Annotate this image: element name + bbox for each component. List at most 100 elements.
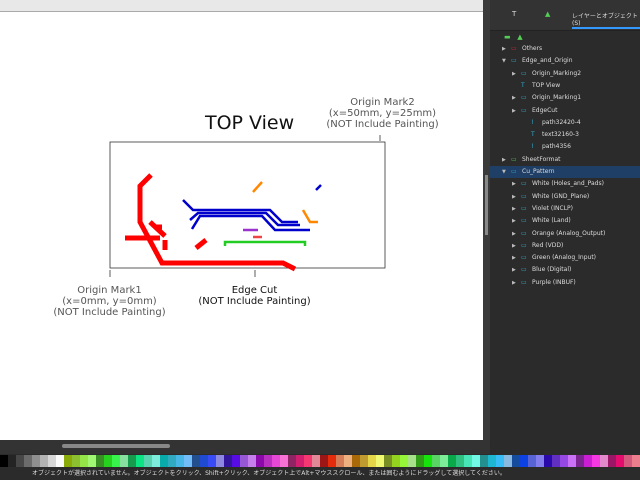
swatch[interactable]: [552, 455, 560, 467]
scrollbar[interactable]: [0, 440, 490, 454]
swatch[interactable]: [168, 455, 176, 467]
swatch[interactable]: [384, 455, 392, 467]
swatch[interactable]: [248, 455, 256, 467]
swatch[interactable]: [144, 455, 152, 467]
scrollbar[interactable]: [483, 0, 490, 440]
tree-row[interactable]: ▶ ▭ White (Land): [490, 215, 640, 227]
swatch[interactable]: [320, 455, 328, 467]
tree-row[interactable]: ▼ ▭ Cu_Pattern: [490, 166, 640, 178]
canvas[interactable]: TOP View Origin Mark2 (x=50mm, y=25mm) (NO…: [0, 0, 483, 440]
swatch[interactable]: [264, 455, 272, 467]
swatch[interactable]: [40, 455, 48, 467]
swatch[interactable]: [456, 455, 464, 467]
tree-row[interactable]: ▶ ▭ Orange (Analog_Output): [490, 228, 640, 240]
swatch[interactable]: [488, 455, 496, 467]
swatch[interactable]: [96, 455, 104, 467]
tree-row[interactable]: ▶ ▭ Others: [490, 43, 640, 55]
tree-row[interactable]: ▶ ▭ SheetFormat: [490, 154, 640, 166]
swatch[interactable]: [560, 455, 568, 467]
tree-row[interactable]: T TOP View: [490, 80, 640, 92]
swatch[interactable]: [88, 455, 96, 467]
tree-row[interactable]: ⌇ path4356: [490, 141, 640, 153]
swatch[interactable]: [472, 455, 480, 467]
swatch[interactable]: [160, 455, 168, 467]
swatch[interactable]: [240, 455, 248, 467]
swatch[interactable]: [432, 455, 440, 467]
swatch[interactable]: [200, 455, 208, 467]
swatch[interactable]: [496, 455, 504, 467]
swatch[interactable]: [568, 455, 576, 467]
swatch[interactable]: [536, 455, 544, 467]
swatch[interactable]: [416, 455, 424, 467]
swatch[interactable]: [448, 455, 456, 467]
tree-row[interactable]: ▶ ▭ Origin_Marking2: [490, 68, 640, 80]
swatch[interactable]: [328, 455, 336, 467]
swatch[interactable]: [352, 455, 360, 467]
swatch[interactable]: [256, 455, 264, 467]
swatch[interactable]: [528, 455, 536, 467]
swatch[interactable]: [152, 455, 160, 467]
swatch[interactable]: [392, 455, 400, 467]
swatch[interactable]: [72, 455, 80, 467]
tree-row[interactable]: ▶ ▭ White (GND_Plane): [490, 191, 640, 203]
swatch[interactable]: [0, 455, 8, 467]
swatch[interactable]: [32, 455, 40, 467]
tree-row[interactable]: ▶ ▭ Blue (Digital): [490, 264, 640, 276]
swatch[interactable]: [128, 455, 136, 467]
swatch[interactable]: [216, 455, 224, 467]
swatch[interactable]: [104, 455, 112, 467]
toolbar[interactable]: ▬ ▲: [504, 33, 523, 41]
tab[interactable]: レイヤーとオブジェクト(S): [572, 11, 640, 29]
swatch[interactable]: [176, 455, 184, 467]
swatch[interactable]: [56, 455, 64, 467]
swatch[interactable]: [64, 455, 72, 467]
swatch[interactable]: [208, 455, 216, 467]
tree-row[interactable]: ▶ ▭ Origin_Marking1: [490, 92, 640, 104]
swatch[interactable]: [8, 455, 16, 467]
tree-row[interactable]: ▶ ▭ Red (VDD): [490, 240, 640, 252]
tree-row[interactable]: ▶ ▭ Violet (INCLP): [490, 203, 640, 215]
swatch[interactable]: [544, 455, 552, 467]
swatch[interactable]: [624, 455, 632, 467]
swatch[interactable]: [608, 455, 616, 467]
swatch[interactable]: [24, 455, 32, 467]
swatch[interactable]: [424, 455, 432, 467]
swatch[interactable]: [576, 455, 584, 467]
swatch[interactable]: [480, 455, 488, 467]
swatch[interactable]: [632, 455, 640, 467]
tree-row[interactable]: ▶ ▭ Purple (INBUF): [490, 277, 640, 289]
swatch[interactable]: [512, 455, 520, 467]
swatch[interactable]: [504, 455, 512, 467]
swatch[interactable]: [120, 455, 128, 467]
swatch[interactable]: [584, 455, 592, 467]
swatch[interactable]: [112, 455, 120, 467]
swatch[interactable]: [16, 455, 24, 467]
tab[interactable]: T: [512, 10, 517, 18]
swatch[interactable]: [224, 455, 232, 467]
palette[interactable]: [0, 455, 640, 467]
swatch[interactable]: [400, 455, 408, 467]
swatch[interactable]: [288, 455, 296, 467]
swatch[interactable]: [312, 455, 320, 467]
tree-row[interactable]: ▶ ▭ EdgeCut: [490, 105, 640, 117]
swatch[interactable]: [296, 455, 304, 467]
swatch[interactable]: [464, 455, 472, 467]
tree-row[interactable]: ▶ ▭ White (Holes_and_Pads): [490, 178, 640, 190]
swatch[interactable]: [616, 455, 624, 467]
swatch[interactable]: [80, 455, 88, 467]
swatch[interactable]: [376, 455, 384, 467]
tree-row[interactable]: ⌇ path32420-4: [490, 117, 640, 129]
swatch[interactable]: [232, 455, 240, 467]
swatch[interactable]: [600, 455, 608, 467]
swatch[interactable]: [304, 455, 312, 467]
swatch[interactable]: [344, 455, 352, 467]
swatch[interactable]: [136, 455, 144, 467]
swatch[interactable]: [184, 455, 192, 467]
tree-row[interactable]: ▼ ▭ Edge_and_Origin: [490, 55, 640, 67]
swatch[interactable]: [440, 455, 448, 467]
tab[interactable]: ▲: [545, 10, 551, 18]
swatch[interactable]: [272, 455, 280, 467]
tree-row[interactable]: ▶ ▭ Green (Analog_Input): [490, 252, 640, 264]
swatch[interactable]: [520, 455, 528, 467]
